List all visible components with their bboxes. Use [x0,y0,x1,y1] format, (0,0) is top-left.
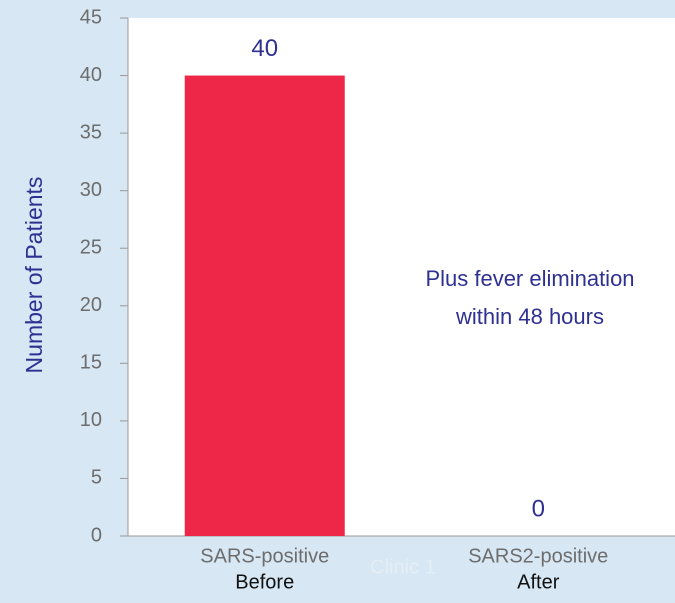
bar [184,75,345,537]
y-tick-label: 30 [80,179,102,201]
y-tick-label: 25 [80,237,102,259]
y-tick-label: 5 [91,467,102,489]
y-tick-label: 15 [80,352,102,374]
annotation: Plus fever elimination [425,266,634,291]
value-label: 0 [532,495,545,522]
annotation: within 48 hours [455,304,604,329]
group-label: After [517,571,560,593]
x-tick-label: SARS2-positive [468,545,608,567]
value-label: 40 [251,35,278,62]
y-tick-label: 20 [80,294,102,316]
y-axis-label: Number of Patients [21,177,47,374]
y-tick-label: 40 [80,64,102,86]
y-tick-label: 45 [80,6,102,28]
x-axis-label: Clinic 1 [370,556,436,578]
y-tick-label: 35 [80,121,102,143]
y-tick-label: 0 [91,524,102,546]
x-tick-label: SARS-positive [200,545,329,567]
y-tick-label: 10 [80,409,102,431]
group-label: Before [235,571,294,593]
